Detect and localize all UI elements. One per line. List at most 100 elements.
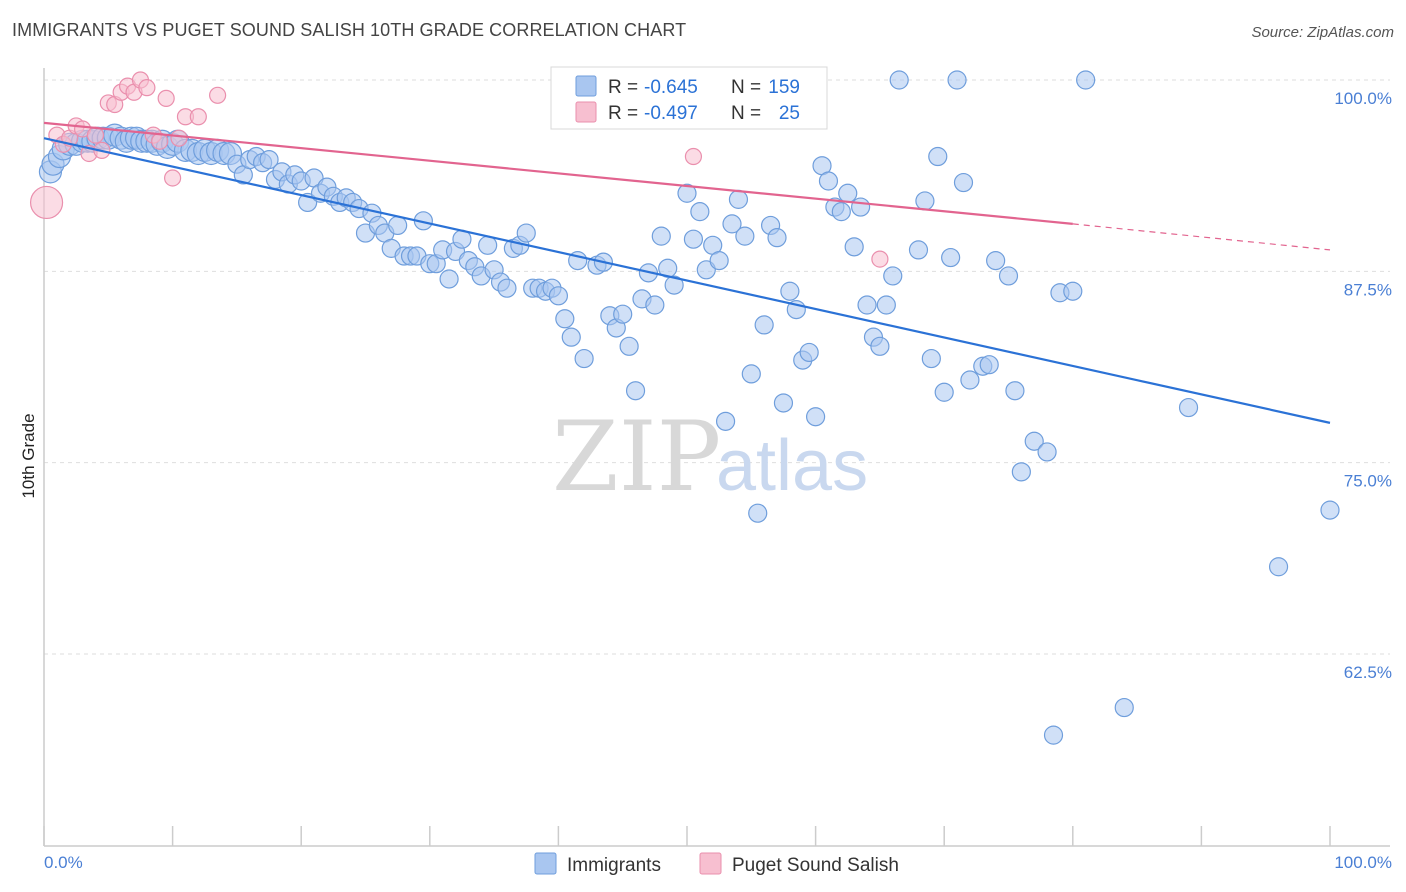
y-tick-label: 100.0% (1334, 89, 1392, 108)
salish-point (684, 147, 703, 166)
immigrants-points (38, 70, 1340, 745)
trend-lines (43, 121, 1331, 424)
immigrants-point (722, 214, 742, 234)
watermark: ZIP atlas (552, 401, 868, 513)
immigrants-point (709, 251, 729, 271)
immigrants-point (555, 309, 575, 329)
immigrants-point (947, 70, 967, 90)
immigrants-point (876, 295, 896, 315)
immigrants-point (715, 411, 736, 431)
immigrants-point (986, 251, 1006, 271)
immigrants-point (883, 266, 903, 286)
immigrants-point (998, 266, 1019, 286)
immigrants-point (1005, 381, 1025, 401)
immigrants-point (889, 70, 909, 90)
salish-trend-extension (1072, 223, 1331, 251)
immigrants-r-label: R = (608, 77, 638, 98)
immigrants-point (259, 149, 279, 170)
immigrants-point (844, 237, 864, 257)
immigrants-point (851, 197, 871, 217)
immigrants-point (651, 226, 671, 246)
immigrants-point (928, 146, 948, 167)
immigrants-point (1024, 431, 1044, 451)
salish-point (871, 250, 889, 268)
immigrants-point (1320, 500, 1340, 520)
immigrants-point (818, 171, 839, 191)
immigrants-point (645, 295, 665, 315)
immigrants-point (1043, 725, 1064, 745)
salish-points (29, 71, 889, 268)
immigrants-point (805, 407, 826, 427)
immigrants-point (857, 295, 877, 315)
immigrants-trend-line (43, 137, 1331, 424)
immigrants-point (690, 202, 710, 222)
y-tick-labels: 100.0% 87.5% 75.0% 62.5% (1334, 89, 1392, 682)
immigrants-point (1076, 70, 1096, 90)
immigrants-point (934, 382, 954, 402)
immigrants-point (908, 240, 929, 260)
y-tick-label: 75.0% (1344, 472, 1392, 491)
immigrants-point (478, 235, 498, 255)
salish-point (164, 169, 182, 187)
salish-r-label: R = (608, 103, 638, 124)
immigrants-point (780, 281, 800, 301)
immigrants-point (388, 215, 408, 236)
legend-immigrants-swatch (534, 852, 557, 875)
immigrants-point (548, 286, 569, 306)
immigrants-point (625, 381, 646, 401)
stats-legend: R = -0.645 N = 159 R = -0.497 N = 25 (550, 66, 828, 130)
immigrants-point (870, 336, 890, 356)
watermark-atlas: atlas (716, 426, 868, 506)
x-tick-label-min: 0.0% (44, 853, 83, 872)
legend-salish-swatch (699, 852, 722, 875)
immigrants-point (574, 348, 594, 369)
y-tick-label: 87.5% (1344, 280, 1392, 299)
immigrants-point (767, 228, 787, 248)
immigrants-point (619, 336, 639, 356)
immigrants-point (735, 226, 755, 246)
immigrants-point (664, 275, 684, 295)
immigrants-point (728, 189, 749, 209)
salish-swatch (575, 101, 597, 123)
immigrants-point (960, 370, 980, 390)
immigrants-point (1114, 697, 1134, 718)
immigrants-point (497, 278, 517, 298)
y-tick-label: 62.5% (1344, 663, 1392, 682)
immigrants-point (921, 348, 941, 369)
chart-title: IMMIGRANTS VS PUGET SOUND SALISH 10TH GR… (12, 20, 687, 40)
y-axis-title: 10th Grade (19, 413, 38, 498)
salish-point (170, 129, 188, 147)
immigrants-point (831, 202, 851, 222)
legend-immigrants-label: Immigrants (567, 855, 661, 876)
immigrants-point (748, 503, 768, 523)
immigrants-point (683, 229, 704, 249)
immigrants-point (677, 183, 697, 203)
salish-point (209, 86, 227, 104)
salish-n-value: 25 (779, 103, 800, 124)
immigrants-point (838, 183, 858, 203)
salish-point (189, 108, 207, 126)
immigrants-point (915, 191, 935, 211)
immigrants-point (439, 269, 459, 289)
salish-point (29, 185, 64, 220)
immigrants-point (799, 342, 819, 363)
immigrants-point (1268, 557, 1289, 577)
immigrants-point (1011, 462, 1031, 482)
immigrants-point (613, 304, 633, 324)
immigrants-point (741, 364, 761, 384)
legend-salish-label: Puget Sound Salish (732, 855, 899, 876)
immigrants-point (516, 223, 536, 243)
salish-n-label: N = (731, 103, 761, 124)
salish-trend-line (43, 121, 1073, 225)
immigrants-point (979, 355, 999, 375)
salish-point (138, 79, 156, 97)
stats-legend-box (550, 66, 828, 130)
immigrants-point (941, 247, 961, 268)
watermark-zip: ZIP (552, 401, 721, 513)
immigrants-point (561, 327, 581, 347)
salish-r-value: -0.497 (644, 103, 698, 124)
immigrants-swatch (575, 75, 597, 97)
immigrants-point (773, 393, 794, 413)
immigrants-r-value: -0.645 (644, 77, 698, 98)
